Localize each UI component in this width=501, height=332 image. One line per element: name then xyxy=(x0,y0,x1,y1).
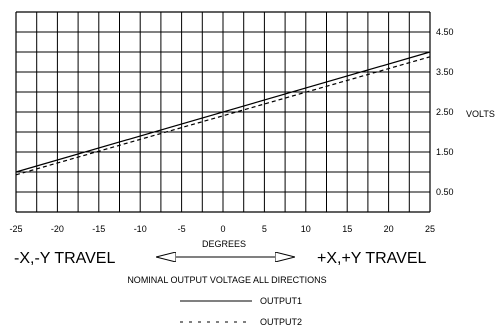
y-tick-label: 1.50 xyxy=(436,147,454,157)
x-axis-label: DEGREES xyxy=(202,239,246,249)
x-tick-label: -15 xyxy=(92,224,105,234)
x-tick-label: -20 xyxy=(51,224,64,234)
x-tick-label: 0 xyxy=(220,224,225,234)
x-tick-label: 20 xyxy=(384,224,394,234)
plot-series xyxy=(15,51,431,176)
chart-caption: NOMINAL OUTPUT VOLTAGE ALL DIRECTIONS xyxy=(127,275,326,285)
x-tick-label: 25 xyxy=(425,224,435,234)
x-tick-label: 5 xyxy=(262,224,267,234)
series-line-output2 xyxy=(15,56,431,176)
y-tick-label: 0.50 xyxy=(436,187,454,197)
x-tick-label: 15 xyxy=(342,224,352,234)
legend: OUTPUT1 OUTPUT2 xyxy=(180,296,302,327)
legend-label-output1: OUTPUT1 xyxy=(260,296,302,306)
y-tick-labels: 0.50 1.50 2.50 3.50 4.50 xyxy=(436,27,454,197)
x-tick-label: -5 xyxy=(178,224,186,234)
y-axis-label: VOLTS xyxy=(466,109,495,119)
legend-label-output2: OUTPUT2 xyxy=(260,317,302,327)
y-tick-label: 2.50 xyxy=(436,107,454,117)
x-tick-label: 10 xyxy=(301,224,311,234)
left-travel-label: -X,-Y TRAVEL xyxy=(14,250,115,267)
right-travel-label: +X,+Y TRAVEL xyxy=(317,250,427,267)
y-tick-label: 3.50 xyxy=(436,67,454,77)
plot-grid xyxy=(15,11,431,213)
x-tick-labels: -25 -20 -15 -10 -5 0 5 10 15 20 25 xyxy=(9,224,435,234)
y-tick-label: 4.50 xyxy=(436,27,454,37)
series-line-output1 xyxy=(15,51,431,173)
x-tick-label: -25 xyxy=(9,224,22,234)
x-tick-label: -10 xyxy=(134,224,147,234)
